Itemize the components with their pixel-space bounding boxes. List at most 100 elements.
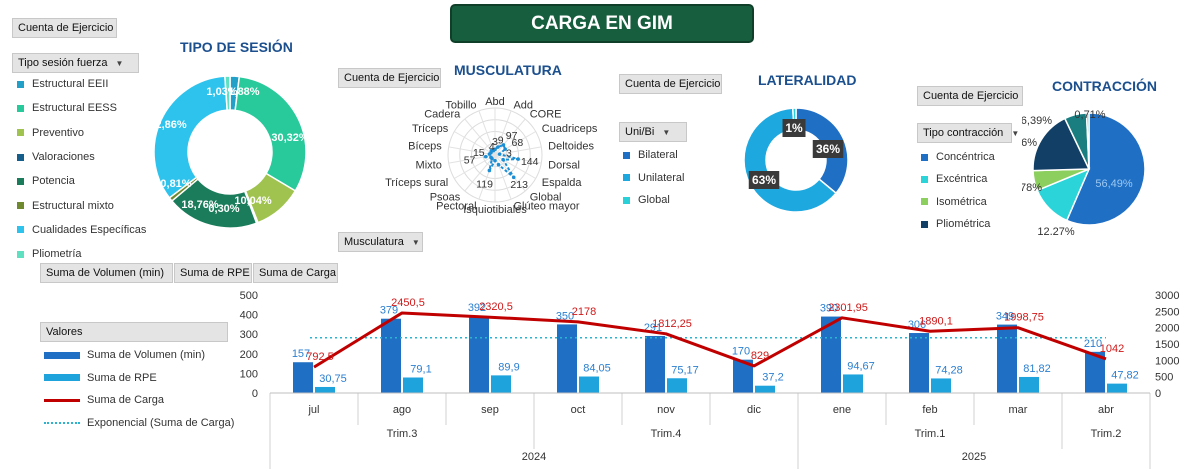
rpe-field-button[interactable]: Suma de RPE [174,263,252,283]
radar-spoke [478,154,496,200]
legend-label: Potencia [32,175,75,188]
volumen-bar [997,324,1017,393]
contraccion-filter-dropdown[interactable]: Tipo contracción ▼ [917,123,1019,143]
left-axis-tick: 100 [240,368,258,380]
rpe-bar [931,378,951,393]
rpe-data-label: 30,75 [319,373,347,385]
valores-legend-header[interactable]: Valores [40,322,228,342]
volumen-bar [557,324,577,393]
radar-spoke [464,118,496,156]
slice-label: 12,27% [1037,226,1075,235]
legend-swatch [17,104,24,112]
right-axis-tick: 2000 [1155,323,1179,335]
volumen-data-label: 170 [732,346,750,358]
carga-data-label: 829 [751,350,769,362]
rpe-data-label: 89,9 [498,361,519,373]
legend-label: Suma de Volumen (min) [87,349,205,362]
contraccion-legend-item: Excéntrica [921,168,995,190]
rpe-data-label: 94,67 [847,360,875,372]
combo-legend-item: Exponencial (Suma de Carga) [44,412,234,435]
tipo-sesion-legend-item: Preventivo [17,121,146,145]
legend-swatch [921,175,928,183]
combo-legend-item: Suma de Carga [44,389,234,412]
month-tick-label: ene [833,404,851,416]
legend-label: Unilateral [638,171,685,184]
monthly-load-combo-chart: 5004003002001000300025002000150010005000… [240,290,1179,469]
lateralidad-donut-chart: 36% 63% 1% [743,107,849,213]
lateralidad-filter-dropdown[interactable]: Uni/Bi ▼ [619,122,687,142]
rpe-bar [491,375,511,393]
radar-category-label: Psoas [430,191,461,203]
tipo-sesion-legend-item: Valoraciones [17,145,146,169]
slice-label: 36% [816,142,840,156]
rpe-data-label: 81,82 [1023,363,1051,375]
radar-value-label: 144 [521,156,539,168]
carga-data-label: 2450,5 [391,297,425,309]
lateralidad-filter-label: Uni/Bi [625,126,655,138]
legend-swatch [17,202,24,210]
legend-label: Suma de RPE [87,371,157,384]
legend-label: Pliométrica [936,218,991,231]
right-axis-tick: 1500 [1155,339,1179,351]
musculatura-value-field-button[interactable]: Cuenta de Ejercicio [338,68,441,88]
lateralidad-value-field-button[interactable]: Cuenta de Ejercicio [619,74,722,94]
carga-data-label: 1998,75 [1004,312,1044,324]
slice-label: 1,03% [206,86,237,98]
slice [795,107,849,195]
legend-swatch [44,374,80,382]
radar-category-label: Glúteo mayor [513,201,579,213]
contraccion-legend-item: Pliométrica [921,213,995,235]
radar-value-label: 213 [510,179,528,191]
radar-category-label: Tríceps sural [385,177,448,189]
radar-value-label: 3 [506,148,512,160]
legend-swatch [17,153,24,161]
radar-category-label: Mixto [416,159,442,171]
volumen-data-label: 350 [556,310,574,322]
radar-category-label: Cadera [424,109,461,121]
radar-spoke [494,146,542,156]
radar-point [493,158,497,163]
slice [153,75,228,199]
tipo-sesion-legend-item: Pliometría [17,242,146,266]
radar-point [487,168,492,173]
radar-value-label: 97 [506,130,518,142]
slice-label: 0,30% [208,203,239,215]
contraccion-title: CONTRACCIÓN [1052,78,1157,94]
tipo-sesion-filter-dropdown[interactable]: Tipo sesión fuerza ▼ [12,53,139,73]
legend-label: Exponencial (Suma de Carga) [87,416,235,429]
radar-value-label: 9 [498,135,504,147]
carga-field-button[interactable]: Suma de Carga [253,263,338,283]
volumen-bar [909,333,929,393]
chevron-down-icon: ▼ [1011,129,1020,138]
radar-point [511,175,516,180]
month-tick-label: feb [922,404,937,416]
slice-label: 1% [785,121,803,135]
tipo-sesion-value-field-button[interactable]: Cuenta de Ejercicio [12,18,117,38]
radar-point [496,162,501,167]
lateralidad-legend-item: Bilateral [623,144,684,167]
musculatura-filter-dropdown[interactable]: Musculatura ▼ [338,232,423,252]
radar-value-label: 4 [489,141,495,153]
radar-category-label: Isquiotibiales [463,204,527,216]
legend-label: Excéntrica [936,173,988,186]
contraccion-pie-chart: 56,49% 12,27% 5,78% 18,36% 6,39% 0,71% [1022,109,1146,235]
chevron-down-icon: ▼ [662,128,671,137]
radar-point [491,148,496,153]
radar-point [516,157,520,161]
carga-data-label: 2301,95 [828,302,868,314]
carga-data-label: 2178 [572,306,596,318]
slice-label: 1,88% [228,86,259,98]
radar-spoke [454,131,496,156]
lateralidad-legend-item: Global [623,189,684,212]
rpe-bar [315,386,335,393]
legend-label: Estructural EEII [32,78,109,91]
radar-value-label: 3 [492,136,498,148]
volumen-field-button[interactable]: Suma de Volumen (min) [40,263,173,283]
carga-data-label: 1812,25 [652,318,692,330]
year-label: 2025 [962,451,986,463]
contraccion-filter-label: Tipo contracción [923,127,1004,139]
contraccion-value-field-button[interactable]: Cuenta de Ejercicio [917,86,1023,106]
rpe-bar [755,385,775,393]
slice-label: 5,78% [1022,182,1042,194]
